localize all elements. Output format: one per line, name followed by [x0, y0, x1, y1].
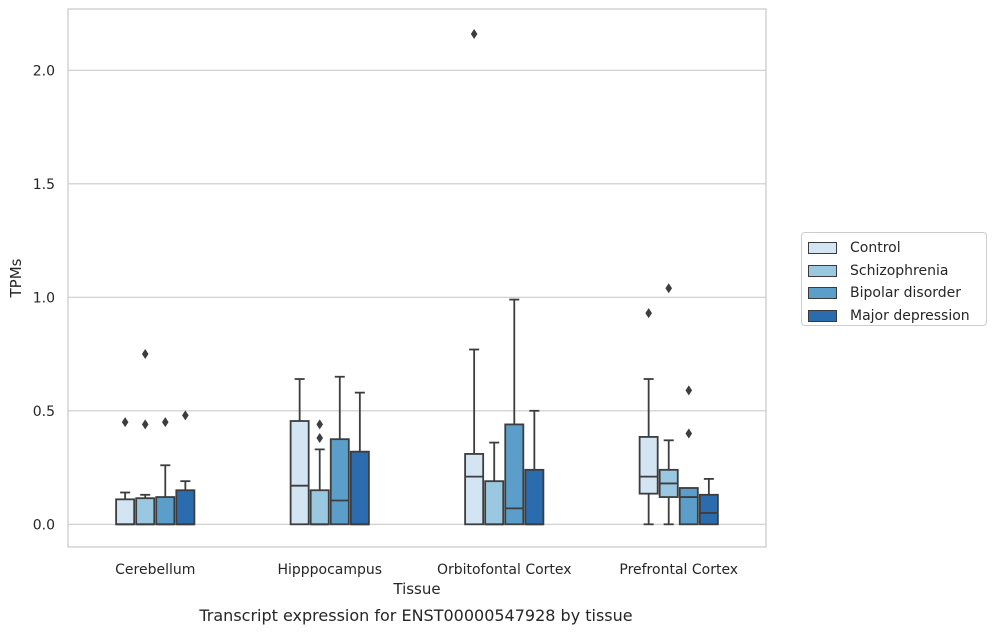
y-tick-label: 0.0: [33, 517, 55, 533]
box-plot: [524, 409, 545, 526]
legend-item-schizophrenia: Schizophrenia: [808, 260, 986, 283]
box-iqr: [638, 436, 659, 495]
y-tick-label: 1.5: [33, 177, 55, 193]
grid-layer: [68, 69, 766, 525]
legend-item-control: Control: [808, 237, 986, 260]
box-plot: [698, 477, 719, 526]
box-plot: [349, 391, 370, 526]
box-plot: [638, 308, 659, 526]
outlier-marker: [121, 417, 129, 428]
box-iqr: [289, 420, 310, 526]
outlier-marker: [685, 385, 693, 396]
outlier-marker: [141, 419, 149, 430]
x-tick-label: Cerebellum: [115, 562, 195, 578]
legend-label-major-depression: Major depression: [850, 307, 970, 324]
legend-label-bipolar-disorder: Bipolar disorder: [850, 285, 962, 302]
outlier-marker: [182, 410, 189, 421]
box-iqr: [504, 423, 525, 526]
box-iqr: [698, 493, 719, 526]
outlier-marker: [685, 428, 693, 439]
y-tick-label: 1.0: [33, 290, 55, 306]
box-iqr: [484, 480, 505, 526]
legend-label-schizophrenia: Schizophrenia: [850, 262, 949, 279]
box-plot: [464, 28, 485, 526]
box-iqr: [524, 468, 545, 526]
outlier-marker: [470, 28, 478, 39]
box-plot: [658, 283, 679, 526]
box-iqr: [135, 497, 156, 526]
box-plot: [484, 441, 505, 526]
box-iqr: [349, 450, 370, 526]
y-tick-label: 0.5: [33, 404, 55, 420]
legend-item-bipolar-disorder: Bipolar disorder: [808, 282, 986, 305]
box-plot: [115, 417, 136, 526]
boxes-layer: [115, 28, 719, 526]
box-iqr: [175, 489, 196, 526]
outlier-marker: [161, 417, 169, 428]
legend: Control Schizophrenia Bipolar disorder M…: [801, 232, 987, 326]
x-tick-label: Orbitofontal Cortex: [437, 562, 572, 578]
outlier-marker: [316, 419, 324, 430]
plot-frame: [67, 8, 767, 548]
box-plot: [135, 349, 156, 526]
x-tick-label: Hipppocampus: [277, 562, 382, 578]
box-plot: [504, 298, 525, 526]
y-tick-label: 2.0: [33, 63, 55, 79]
box-iqr: [678, 487, 699, 526]
legend-swatch-major-depression: [808, 309, 837, 322]
legend-swatch-bipolar-disorder: [808, 287, 837, 300]
legend-swatch-schizophrenia: [808, 264, 837, 277]
chart-caption: Transcript expression for ENST0000054792…: [199, 606, 633, 625]
box-iqr: [309, 489, 330, 526]
legend-label-control: Control: [850, 240, 901, 257]
box-plot: [175, 410, 196, 526]
box-iqr: [329, 438, 350, 526]
legend-item-major-depression: Major depression: [808, 305, 986, 328]
box-plot: [329, 375, 350, 526]
box-plot: [309, 419, 330, 526]
box-iqr: [464, 453, 485, 526]
outlier-marker: [645, 308, 652, 319]
outlier-marker: [316, 433, 324, 444]
box-iqr: [115, 498, 136, 526]
x-tick-label: Prefrontal Cortex: [619, 562, 738, 578]
y-axis-title: TPMs: [7, 258, 25, 298]
box-plot: [289, 378, 310, 526]
ticks-layer: 0.0 0.5 1.0 1.5 2.0 Cerebellum Hipppocampus Orb…: [33, 63, 738, 578]
legend-swatch-control: [808, 242, 837, 255]
outlier-marker: [141, 349, 149, 360]
outlier-marker: [665, 283, 673, 294]
box-plot: [155, 417, 176, 526]
box-plot: [678, 385, 699, 526]
x-axis-title: Tissue: [392, 580, 440, 598]
box-iqr: [155, 496, 176, 526]
